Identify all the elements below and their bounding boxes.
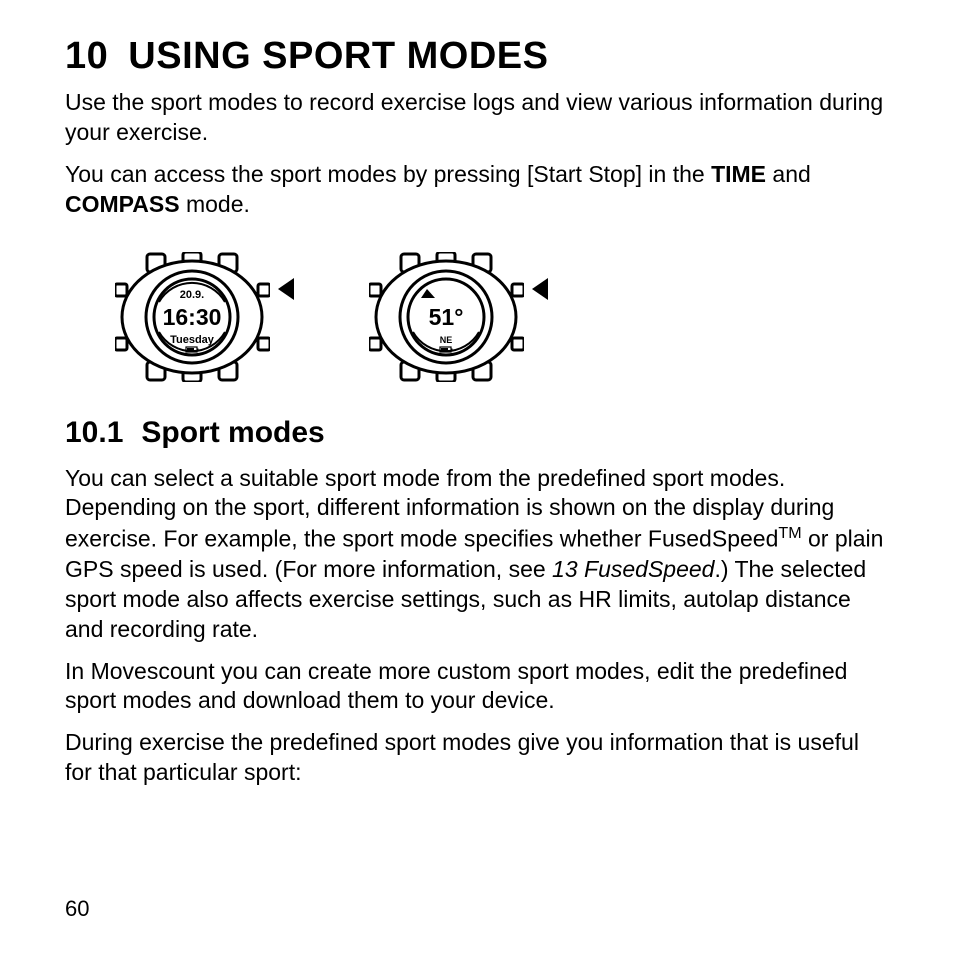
start-stop-indicator-icon [278, 278, 294, 300]
section-heading: 10.1 Sport modes [65, 416, 889, 450]
start-stop-indicator-icon [532, 278, 548, 300]
watch-time-mode: 20.9. 16:30 Tuesday [115, 252, 294, 382]
svg-text:20.9.: 20.9. [180, 289, 204, 301]
svg-text:Tuesday: Tuesday [170, 334, 215, 346]
body-paragraph-3: During exercise the predefined sport mod… [65, 728, 889, 788]
intro-paragraph-1: Use the sport modes to record exercise l… [65, 88, 889, 148]
cross-reference: 13 FusedSpeed [552, 556, 714, 582]
svg-text:16:30: 16:30 [163, 304, 222, 330]
body-paragraph-2: In Movescount you can create more custom… [65, 657, 889, 717]
watch-compass-mode: 51° NE [369, 252, 548, 382]
body-paragraph-1: You can select a suitable sport mode fro… [65, 464, 889, 645]
chapter-heading: 10 USING SPORT MODES [65, 35, 889, 78]
watch-illustration-row: 20.9. 16:30 Tuesday [65, 232, 889, 410]
svg-text:51°: 51° [429, 304, 464, 330]
watch-compass-icon: 51° NE [369, 252, 524, 382]
page-number: 60 [65, 896, 89, 922]
section-number: 10.1 [65, 416, 123, 450]
chapter-title: USING SPORT MODES [128, 35, 548, 77]
section-title: Sport modes [141, 416, 324, 449]
watch-time-icon: 20.9. 16:30 Tuesday [115, 252, 270, 382]
intro-paragraph-2: You can access the sport modes by pressi… [65, 160, 889, 220]
svg-text:NE: NE [440, 335, 453, 345]
chapter-number: 10 [65, 35, 108, 78]
